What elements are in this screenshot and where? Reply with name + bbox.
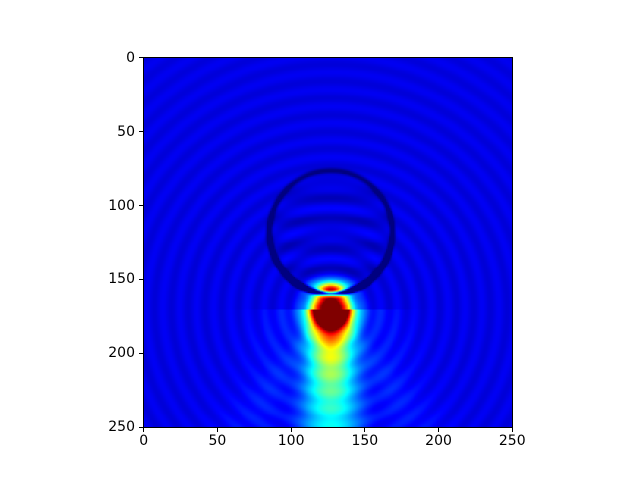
y-tick-label: 250 <box>108 419 135 436</box>
y-tick-mark <box>139 278 143 280</box>
y-tick-mark <box>139 131 143 133</box>
y-tick-mark <box>139 205 143 207</box>
y-tick-mark <box>139 352 143 354</box>
plot-area <box>143 57 513 428</box>
x-tick-mark <box>364 428 366 432</box>
y-tick-label: 150 <box>108 271 135 288</box>
x-tick-label: 100 <box>277 433 305 449</box>
y-tick-label: 50 <box>117 123 135 140</box>
x-tick-label: 50 <box>208 433 227 449</box>
x-tick-mark <box>438 428 440 432</box>
y-tick-label: 0 <box>126 49 135 66</box>
x-tick-mark <box>216 428 218 432</box>
x-tick-label: 150 <box>351 433 379 449</box>
x-tick-mark <box>290 428 292 432</box>
y-tick-label: 200 <box>108 345 135 362</box>
x-tick-label: 0 <box>139 433 149 449</box>
x-tick-mark <box>511 428 513 432</box>
x-tick-mark <box>143 428 145 432</box>
x-tick-label: 250 <box>498 433 526 449</box>
y-tick-mark <box>139 426 143 428</box>
heatmap-canvas <box>144 58 512 427</box>
y-tick-mark <box>139 57 143 59</box>
y-tick-label: 100 <box>108 197 135 214</box>
x-tick-label: 200 <box>425 433 452 449</box>
